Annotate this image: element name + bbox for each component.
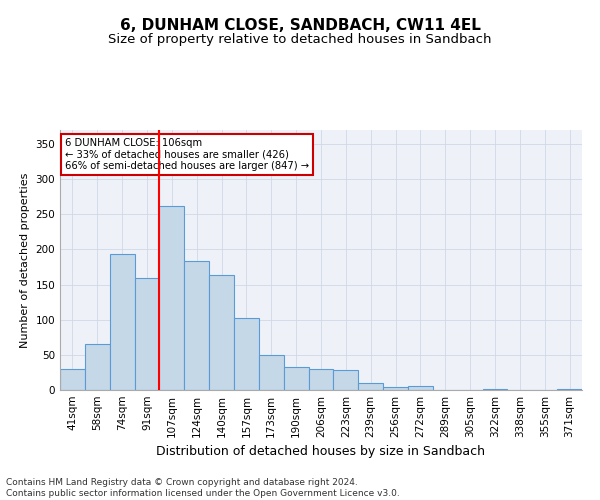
- Bar: [110, 254, 134, 390]
- Bar: [408, 386, 433, 390]
- Bar: [284, 367, 308, 390]
- Text: 6, DUNHAM CLOSE, SANDBACH, CW11 4EL: 6, DUNHAM CLOSE, SANDBACH, CW11 4EL: [119, 18, 481, 32]
- Bar: [184, 262, 209, 390]
- Bar: [160, 206, 184, 390]
- Bar: [85, 344, 110, 390]
- X-axis label: Distribution of detached houses by size in Sandbach: Distribution of detached houses by size …: [157, 446, 485, 458]
- Bar: [334, 370, 358, 390]
- Text: Contains HM Land Registry data © Crown copyright and database right 2024.
Contai: Contains HM Land Registry data © Crown c…: [6, 478, 400, 498]
- Text: Size of property relative to detached houses in Sandbach: Size of property relative to detached ho…: [108, 32, 492, 46]
- Text: 6 DUNHAM CLOSE: 106sqm
← 33% of detached houses are smaller (426)
66% of semi-de: 6 DUNHAM CLOSE: 106sqm ← 33% of detached…: [65, 138, 310, 171]
- Bar: [60, 369, 85, 390]
- Bar: [209, 276, 234, 390]
- Bar: [358, 383, 383, 390]
- Bar: [134, 278, 160, 390]
- Bar: [557, 388, 582, 390]
- Bar: [383, 387, 408, 390]
- Bar: [234, 318, 259, 390]
- Bar: [308, 369, 334, 390]
- Y-axis label: Number of detached properties: Number of detached properties: [20, 172, 30, 348]
- Bar: [482, 388, 508, 390]
- Bar: [259, 355, 284, 390]
